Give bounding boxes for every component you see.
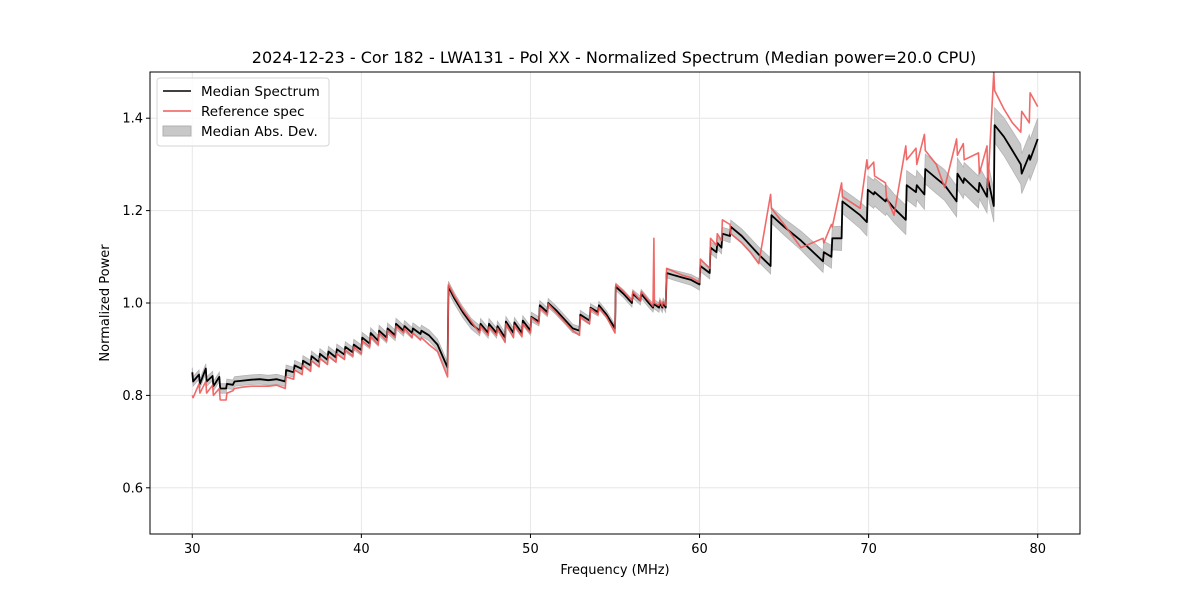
x-axis: 30 40 50 60 70 80 <box>184 534 1046 557</box>
mad-band <box>191 106 1039 394</box>
x-axis-label: Frequency (MHz) <box>560 563 669 578</box>
legend: Median Spectrum Reference spec Median Ab… <box>156 77 330 147</box>
legend-label-reference: Reference spec <box>201 104 305 120</box>
legend-label-mad: Median Abs. Dev. <box>201 124 318 140</box>
legend-label-median: Median Spectrum <box>201 84 320 100</box>
y-axis-label: Normalized Power <box>98 244 113 362</box>
series-lines <box>191 72 1039 401</box>
x-tick-label: 50 <box>522 542 539 557</box>
reference-spec-line <box>191 72 1039 401</box>
y-tick-label: 0.8 <box>122 389 143 404</box>
legend-swatch-mad <box>162 125 192 137</box>
y-tick-label: 1.0 <box>122 297 143 312</box>
x-tick-label: 80 <box>1029 542 1046 557</box>
grid <box>150 72 1080 534</box>
x-tick-label: 40 <box>353 542 370 557</box>
x-tick-label: 70 <box>860 542 877 557</box>
x-tick-label: 60 <box>691 542 708 557</box>
y-tick-label: 0.6 <box>122 481 143 496</box>
y-tick-label: 1.2 <box>122 204 143 219</box>
y-tick-label: 1.4 <box>122 112 143 127</box>
mad-band-area <box>191 106 1039 394</box>
legend-box <box>156 77 330 147</box>
y-axis: 0.6 0.8 1.0 1.2 1.4 <box>122 112 150 496</box>
chart-title: 2024-12-23 - Cor 182 - LWA131 - Pol XX -… <box>252 48 976 67</box>
x-tick-label: 30 <box>184 542 201 557</box>
